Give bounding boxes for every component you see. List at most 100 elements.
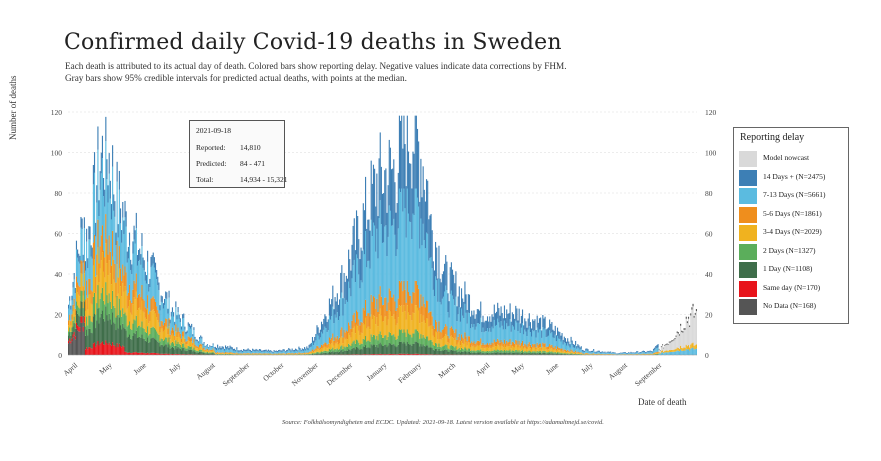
bar-segment: [450, 290, 452, 327]
bar-segment: [302, 349, 305, 351]
bar-segment: [477, 340, 480, 346]
bar-segment: [466, 350, 468, 353]
bar-segment: [414, 115, 416, 189]
bar-segment: [505, 318, 507, 330]
bar-segment: [458, 340, 460, 348]
bar-segment: [349, 344, 351, 350]
bar-segment: [119, 346, 122, 355]
bar-segment: [508, 325, 510, 343]
bar-segment: [218, 347, 220, 350]
bar-segment: [482, 346, 484, 351]
bar-segment: [339, 343, 341, 350]
bar-segment: [672, 341, 674, 350]
bar-segment: [690, 348, 692, 355]
bar-segment: [358, 274, 360, 320]
bar-segment: [523, 334, 525, 346]
bar-segment: [436, 349, 438, 355]
bar-segment: [462, 351, 464, 355]
bar-segment: [170, 335, 172, 344]
bar-segment: [117, 293, 119, 315]
bar-segment: [182, 314, 184, 319]
bar-segment: [534, 343, 536, 348]
bar-segment: [407, 312, 410, 334]
bar-segment: [545, 349, 547, 353]
bar-segment: [509, 344, 511, 350]
bar-segment: [248, 351, 250, 354]
bar-segment: [217, 344, 219, 348]
bar-segment: [138, 308, 140, 326]
bar-segment: [178, 331, 180, 337]
bar-segment: [73, 335, 75, 355]
bar-segment: [212, 343, 214, 345]
bar-segment: [77, 330, 79, 355]
bar-segment: [409, 354, 411, 355]
bar-segment: [566, 352, 568, 354]
bar-segment: [103, 196, 105, 251]
bar-segment: [569, 351, 571, 353]
bar-segment: [322, 351, 324, 354]
bar-segment: [336, 312, 338, 336]
bar-segment: [334, 342, 336, 349]
bar-segment: [384, 344, 386, 355]
bar-segment: [492, 350, 494, 353]
bar-segment: [197, 347, 199, 349]
bar-segment: [560, 335, 562, 342]
bar-segment: [176, 354, 178, 355]
bar-segment: [112, 256, 114, 291]
bar-segment: [296, 353, 298, 354]
bar-segment: [334, 351, 336, 355]
bar-segment: [418, 310, 420, 333]
bar-segment: [99, 317, 101, 344]
bar-segment: [224, 353, 227, 354]
bar-segment: [187, 336, 189, 341]
bar-segment: [142, 257, 144, 268]
bar-segment: [465, 312, 467, 337]
bar-segment: [293, 353, 295, 355]
bar-segment: [119, 325, 122, 347]
bar-segment: [470, 347, 472, 351]
bar-segment: [385, 225, 387, 298]
bar-segment: [576, 346, 578, 349]
bar-segment: [411, 354, 413, 355]
bar-segment: [464, 347, 466, 351]
bar-segment: [392, 354, 394, 355]
bar-segment: [357, 340, 359, 348]
bar-segment: [205, 345, 207, 347]
bar-segment: [429, 311, 431, 326]
bar-segment: [502, 318, 504, 330]
bar-segment: [546, 352, 548, 354]
bar-segment: [440, 304, 442, 333]
bar-segment: [396, 346, 398, 355]
bar-segment: [264, 353, 266, 355]
bar-segment: [138, 337, 140, 353]
bar-segment: [80, 322, 82, 355]
bar-segment: [179, 344, 181, 349]
bar-segment: [669, 352, 672, 355]
bar-segment: [673, 340, 675, 350]
bar-segment: [191, 354, 193, 355]
bar-segment: [470, 350, 472, 353]
bar-segment: [396, 203, 398, 250]
bar-segment: [459, 340, 461, 346]
bar-segment: [215, 353, 218, 355]
bar-segment: [362, 308, 364, 324]
bar-segment: [444, 349, 446, 355]
bar-segment: [331, 337, 333, 344]
bar-segment: [193, 342, 195, 348]
bar-segment: [578, 348, 580, 353]
bar-segment: [148, 353, 150, 355]
bar-segment: [435, 331, 437, 343]
bar-segment: [86, 280, 88, 296]
bar-segment: [306, 353, 308, 355]
bar-segment: [202, 343, 204, 345]
bar-segment: [393, 334, 395, 345]
bar-segment: [518, 345, 520, 351]
bar-segment: [437, 278, 439, 302]
y-tick-label: 60: [55, 230, 63, 239]
bar-segment: [479, 341, 481, 346]
bar-segment: [512, 326, 515, 343]
bar-segment: [394, 234, 396, 302]
bar-segment: [228, 353, 230, 355]
bar-segment: [439, 301, 441, 332]
bar-segment: [150, 352, 152, 355]
